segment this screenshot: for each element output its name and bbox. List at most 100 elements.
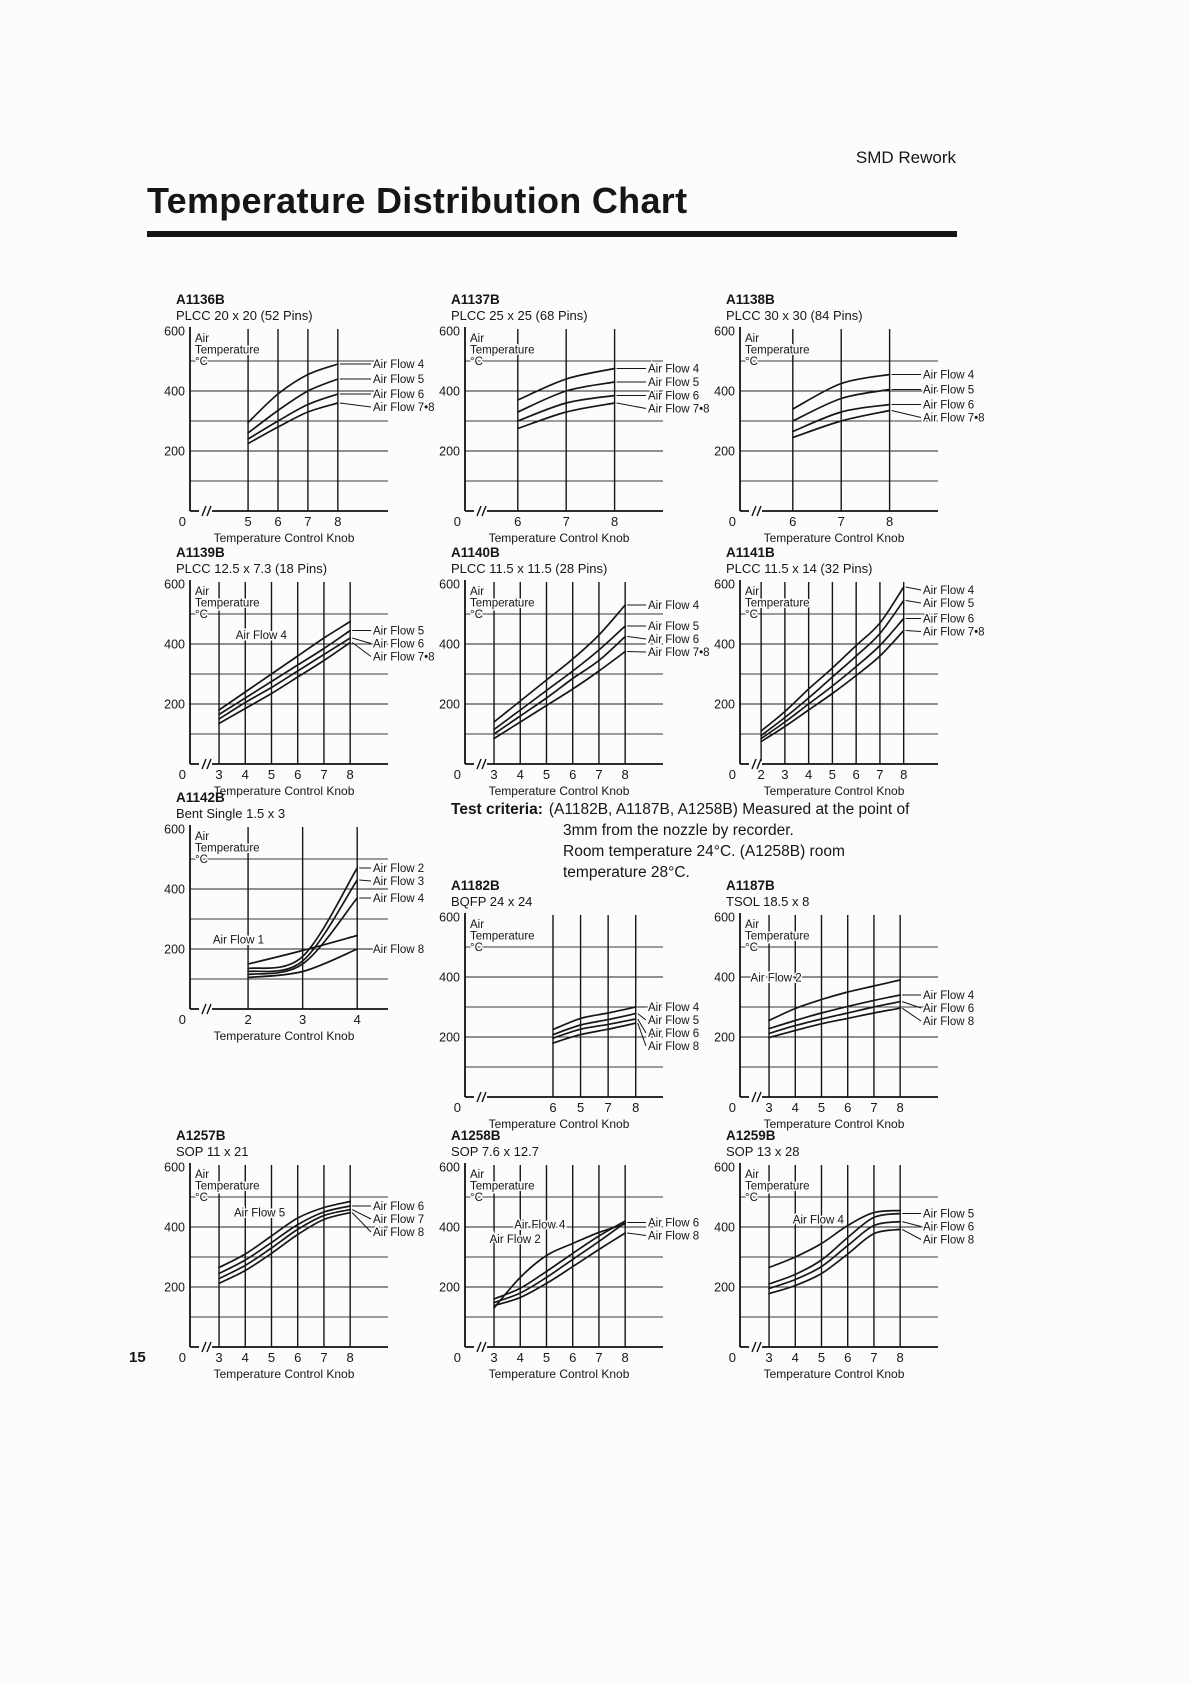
x-axis-caption: Temperature Control Knob: [489, 1367, 630, 1381]
legend-label: Air Flow 4: [373, 359, 425, 371]
series-curve: [516, 394, 616, 422]
series-curve: [493, 604, 627, 723]
legend-label: Air Flow 5: [648, 377, 699, 389]
series-curve: [218, 1208, 352, 1280]
axis-break-icon: [481, 505, 487, 517]
axis-break-mask: [474, 761, 487, 767]
x-tick-label: 6: [789, 514, 796, 529]
axis-break-icon: [756, 758, 762, 770]
x-axis-caption: Temperature Control Knob: [489, 1117, 630, 1131]
chart-model-label: A1136B: [176, 292, 225, 307]
series-curve: [760, 629, 905, 743]
x-tick-label: 2: [244, 1012, 251, 1027]
chart-package-label: PLCC 20 x 20 (52 Pins): [176, 308, 313, 323]
axis-break-icon: [206, 1003, 212, 1015]
x-tick-label: 5: [244, 514, 251, 529]
legend-leader-line: [351, 1209, 372, 1220]
x-tick-label: 8: [347, 767, 354, 782]
legend-label: Air Flow 5: [648, 621, 699, 633]
x-tick-label: 5: [577, 1100, 584, 1115]
x-tick-label: 5: [268, 1350, 275, 1365]
chart-canvas: 600 400 200 0 3 4 5 6 7 8 Temperature Control Knob…: [439, 1161, 700, 1382]
legend-label: Air Flow 2: [373, 863, 424, 875]
legend-leader-line: [905, 630, 922, 632]
series-curve: [791, 409, 891, 439]
legend-label: Air Flow 5: [923, 1209, 974, 1221]
legend-label: Air Flow 6: [373, 389, 424, 401]
y-tick-label: 400: [164, 1221, 185, 1235]
y-axis-label: Air Temperature °C: [195, 333, 260, 368]
y-tick-label: 400: [164, 638, 185, 652]
axis-break-icon: [201, 505, 207, 517]
series-curve: [493, 1223, 627, 1309]
legend-label: Air Flow 6: [648, 634, 699, 646]
y-axis-label: Air Temperature °C: [745, 586, 810, 621]
series-curve: [760, 599, 905, 737]
title-rule: [147, 231, 957, 237]
x-axis-caption: Temperature Control Knob: [214, 1029, 355, 1043]
series-curve: [768, 1000, 902, 1035]
axis-break-mask: [199, 508, 212, 514]
x-tick-label: 6: [569, 1350, 576, 1365]
axis-break-icon: [206, 758, 212, 770]
legend-label: Air Flow 7•8: [373, 402, 435, 414]
y-tick-label: 200: [714, 445, 735, 459]
x-tick-label: 8: [347, 1350, 354, 1365]
y-origin-label: 0: [454, 767, 461, 782]
x-tick-label: 3: [215, 1350, 222, 1365]
x-tick-label: 4: [242, 767, 249, 782]
y-axis-label: Air Temperature °C: [470, 586, 535, 621]
series-curve: [493, 635, 627, 735]
legend-label: Air Flow 6: [648, 1218, 699, 1230]
x-tick-label: 6: [844, 1350, 851, 1365]
series-curve: [760, 617, 905, 740]
x-tick-label: 4: [517, 1350, 524, 1365]
series-curve: [247, 934, 359, 965]
legend-label: Air Flow 7: [373, 1214, 424, 1226]
series-curve: [760, 586, 905, 732]
legend-leader-line: [339, 402, 372, 408]
axis-break-mask: [474, 1094, 487, 1100]
y-tick-label: 200: [439, 445, 460, 459]
legend-label: Air Flow 3: [373, 876, 424, 888]
axis-break-icon: [476, 758, 482, 770]
x-tick-label: 4: [792, 1100, 799, 1115]
y-tick-label: 600: [164, 578, 185, 592]
y-tick-label: 400: [164, 883, 185, 897]
test-criteria-line: temperature 28°C.: [563, 864, 690, 881]
series-curve: [218, 629, 352, 716]
chart-model-label: A1141B: [726, 545, 775, 560]
y-tick-label: 400: [439, 385, 460, 399]
y-tick-label: 200: [439, 698, 460, 712]
axis-break-icon: [751, 758, 757, 770]
legend-leader-line: [616, 402, 647, 409]
axis-break-icon: [201, 1341, 207, 1353]
x-tick-label: 8: [334, 514, 341, 529]
test-criteria-first-line: Test criteria: (A1182B, A1187B, A1258B) M…: [451, 799, 996, 820]
inner-series-label: Air Flow 5: [234, 1208, 285, 1220]
legend-label: Air Flow 8: [648, 1041, 699, 1053]
x-tick-label: 5: [543, 767, 550, 782]
chart-canvas: 600 400 200 0 5 6 7 8 Temperature Control Knob Ai…: [164, 325, 436, 546]
legend-leader-line: [902, 1221, 922, 1227]
x-tick-label: 6: [853, 767, 860, 782]
series-curve: [768, 1220, 902, 1290]
y-tick-label: 400: [714, 1221, 735, 1235]
legend-label: Air Flow 7•8: [648, 647, 710, 659]
legend-label: Air Flow 7•8: [923, 413, 985, 425]
series-curve: [493, 1221, 627, 1304]
legend-leader-line: [627, 1232, 647, 1236]
legend-leader-line: [637, 1018, 647, 1034]
chart-canvas: 600 400 200 0 3 4 5 6 7 8 Temperature Control Knob…: [439, 578, 711, 799]
chart-model-label: A1187B: [726, 878, 775, 893]
axis-break-icon: [481, 758, 487, 770]
legend-label: Air Flow 8: [648, 1231, 699, 1243]
chart-a1138b: A1138B PLCC 30 x 30 (84 Pins) 600 400 200 0 6 7…: [700, 292, 986, 545]
series-curve: [247, 879, 359, 973]
chart-canvas: 600 400 200 0 2 3 4 Temperature Control Knob Air…: [164, 823, 426, 1044]
y-tick-label: 600: [714, 325, 735, 339]
series-curve: [218, 1200, 352, 1269]
series-curve: [768, 1212, 902, 1285]
axis-break-icon: [756, 1341, 762, 1353]
y-tick-label: 200: [164, 445, 185, 459]
